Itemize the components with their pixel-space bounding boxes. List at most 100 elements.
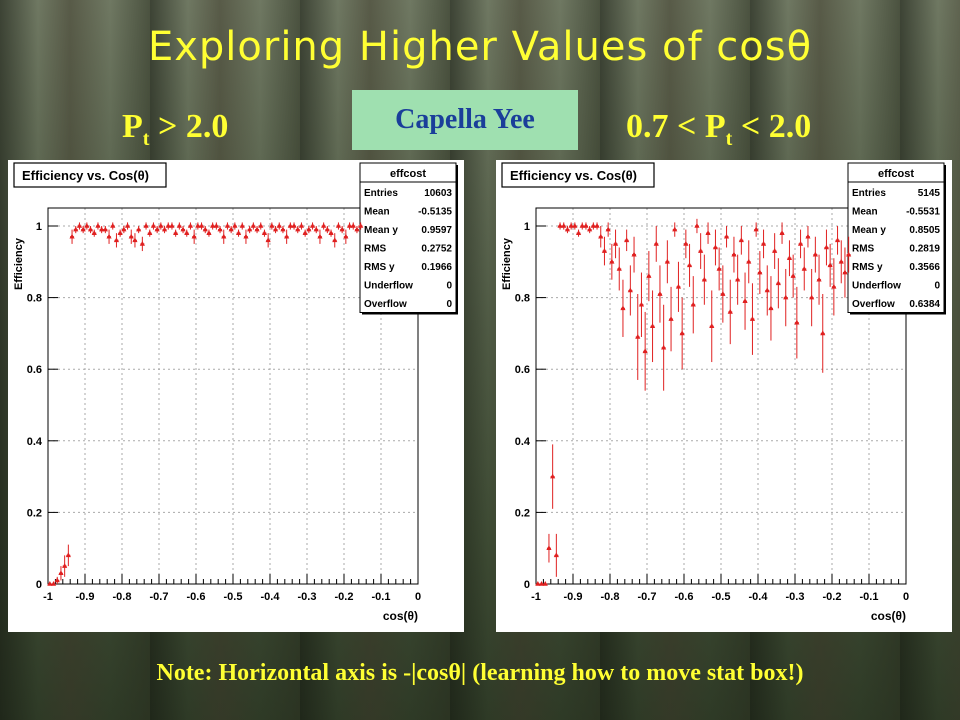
data-point	[572, 223, 578, 228]
data-point	[110, 223, 116, 228]
x-tick-label: -0.9	[564, 591, 583, 603]
data-point	[284, 233, 290, 239]
data-point	[701, 276, 707, 282]
data-point	[823, 244, 830, 250]
data-point	[834, 237, 841, 243]
x-tick-label: -0.4	[261, 591, 281, 603]
data-point	[176, 223, 182, 228]
data-point	[742, 298, 748, 303]
data-point	[727, 308, 733, 314]
data-point	[150, 223, 157, 228]
data-point	[583, 223, 589, 228]
data-point	[358, 223, 364, 228]
data-point	[627, 287, 633, 293]
stats-box-name: effcost	[878, 168, 914, 180]
x-tick-label: -0.8	[601, 591, 620, 603]
stats-label: Entries	[852, 188, 886, 199]
data-point	[136, 226, 142, 232]
data-point	[587, 226, 593, 232]
data-point	[709, 323, 715, 329]
stats-label: Overflow	[852, 299, 895, 310]
stats-label: Underflow	[364, 281, 413, 292]
data-point	[642, 348, 648, 354]
data-point	[635, 333, 641, 339]
data-point	[797, 240, 804, 246]
y-tick-label: 0.4	[515, 436, 531, 448]
slide-title: Exploring Higher Values of cosθ	[147, 24, 813, 70]
data-point	[768, 305, 774, 311]
data-point	[827, 262, 833, 268]
data-point	[716, 265, 722, 271]
data-point	[69, 233, 75, 239]
stats-value: 5145	[918, 188, 941, 199]
data-point	[298, 223, 305, 228]
data-point	[790, 273, 796, 278]
data-point	[675, 283, 682, 289]
x-tick-label: -0.1	[860, 591, 879, 603]
data-point	[846, 251, 852, 257]
data-point	[664, 258, 670, 264]
stats-label: Mean y	[364, 225, 398, 236]
data-point	[128, 233, 134, 239]
data-point	[317, 233, 323, 239]
stats-value: 0.1966	[421, 262, 452, 273]
data-point	[354, 226, 360, 232]
data-point	[343, 233, 349, 239]
data-point	[738, 237, 744, 243]
stats-value: 0.8505	[909, 225, 940, 236]
stats-value: 0.3566	[909, 262, 940, 273]
chart-title: Efficiency vs. Cos(θ)	[22, 168, 149, 183]
x-tick-label: -0.5	[224, 591, 243, 603]
data-point	[169, 223, 175, 228]
data-point	[328, 230, 334, 235]
data-point	[657, 291, 663, 296]
data-point	[672, 226, 678, 232]
data-point	[269, 223, 275, 228]
data-point	[276, 223, 282, 228]
data-point	[605, 226, 611, 232]
stats-label: RMS	[364, 244, 387, 255]
data-point	[143, 223, 149, 228]
stats-label: Underflow	[852, 281, 901, 292]
data-point	[779, 230, 785, 235]
x-tick-label: -0.3	[298, 591, 317, 603]
data-point	[535, 581, 541, 586]
y-tick-label: 0	[36, 579, 42, 591]
right-subtitle: 0.7 < Pt < 2.0	[626, 108, 811, 151]
right-subtitle-pre: 0.7 < P	[626, 108, 726, 145]
data-point	[102, 226, 108, 232]
data-point	[258, 223, 264, 228]
data-point	[272, 226, 279, 232]
data-point	[601, 248, 608, 253]
left-subtitle-pre: P	[122, 108, 143, 145]
data-point	[801, 265, 807, 271]
x-tick-label: -0.4	[749, 591, 769, 603]
data-point	[295, 226, 301, 232]
stats-label: Mean	[852, 207, 878, 218]
data-point	[838, 258, 844, 264]
data-point	[735, 276, 741, 282]
left-subtitle-sub: t	[142, 127, 150, 150]
left-subtitle-post: > 2.0	[149, 108, 229, 145]
data-point	[217, 226, 223, 232]
left-chart-panel: -1 -0.9 -0.8 -0.7 -0.6 -0.5 -0.4 -0.3 -0.2 -0.1 0 0…	[8, 160, 464, 632]
data-point	[598, 233, 604, 239]
data-point	[624, 237, 630, 243]
data-point	[575, 230, 582, 235]
data-point	[346, 223, 353, 228]
data-point	[213, 223, 219, 228]
data-point	[313, 226, 319, 232]
data-point	[65, 552, 71, 558]
data-point	[749, 316, 756, 321]
data-point	[668, 316, 674, 321]
y-tick-label: 0.6	[27, 364, 42, 376]
data-point	[47, 581, 53, 586]
data-point	[820, 330, 826, 336]
data-point	[147, 230, 153, 235]
data-point	[638, 301, 645, 307]
data-point	[686, 262, 693, 268]
stats-label: Overflow	[364, 299, 407, 310]
data-point	[221, 233, 227, 239]
x-tick-label: -0.5	[712, 591, 731, 603]
right-subtitle-post: < 2.0	[732, 108, 812, 145]
